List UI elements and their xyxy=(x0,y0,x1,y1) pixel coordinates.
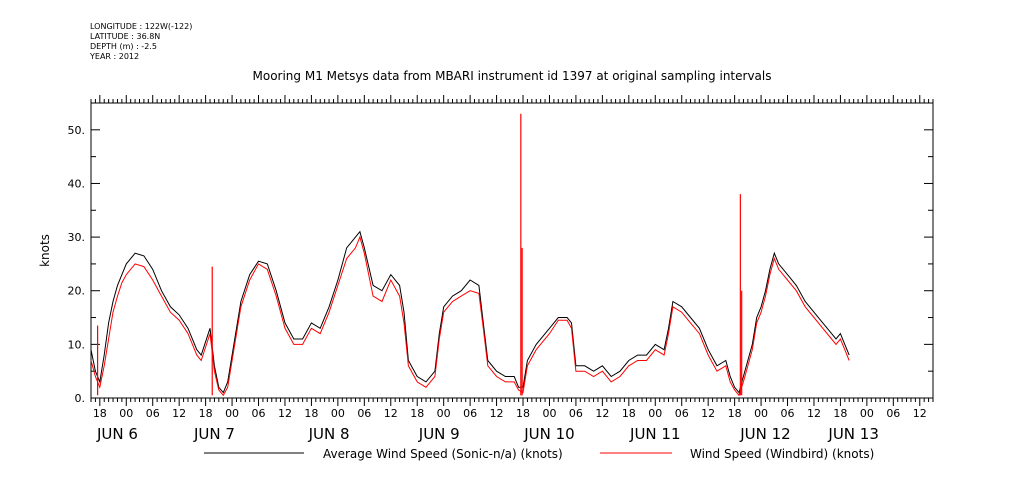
y-axis-ticks: 0. 10. 20. 30. 40. 50. xyxy=(68,102,933,405)
x-hour-label: 00 xyxy=(542,407,556,420)
x-day-label: JUN 10 xyxy=(523,425,574,443)
x-hour-label: 12 xyxy=(278,407,292,420)
x-hour-label: 18 xyxy=(833,407,847,420)
chart-title: Mooring M1 Metsys data from MBARI instru… xyxy=(253,69,772,83)
y-tick-label: 50. xyxy=(68,124,86,137)
x-hour-label: 12 xyxy=(384,407,398,420)
x-hour-label: 00 xyxy=(860,407,874,420)
series-line-windbird xyxy=(90,235,850,397)
x-hour-label: 06 xyxy=(146,407,160,420)
x-hour-label: 12 xyxy=(807,407,821,420)
x-hour-label: 18 xyxy=(410,407,424,420)
x-hour-label: 06 xyxy=(357,407,371,420)
series-line-sonic xyxy=(90,230,850,394)
depth-label: DEPTH (m) : -2.5 xyxy=(90,42,157,51)
x-axis-ticks: 18 00 06 12 18 00 06 12 18 00 06 12 18 00 06 12 18 00 06 12… xyxy=(90,95,934,443)
year-label: YEAR : 2012 xyxy=(90,52,140,61)
x-hour-label: 06 xyxy=(252,407,266,420)
legend: Average Wind Speed (Sonic-n/a) (knots) Wi… xyxy=(204,447,874,461)
legend-label-windbird: Wind Speed (Windbird) (knots) xyxy=(690,447,874,461)
data-series xyxy=(90,113,850,397)
x-hour-label: 06 xyxy=(886,407,900,420)
x-hour-label: 18 xyxy=(304,407,318,420)
y-tick-label: 40. xyxy=(68,177,86,190)
y-tick-label: 20. xyxy=(68,285,86,298)
x-day-label: JUN 12 xyxy=(739,425,790,443)
mooring-metadata: LONGITUDE : 122W(-122) LATITUDE : 36.8N … xyxy=(90,22,192,62)
legend-label-sonic: Average Wind Speed (Sonic-n/a) (knots) xyxy=(323,447,563,461)
x-hour-label: 18 xyxy=(199,407,213,420)
longitude-label: LONGITUDE : 122W(-122) xyxy=(90,22,193,31)
x-hour-label: 00 xyxy=(437,407,451,420)
x-hour-label: 18 xyxy=(516,407,530,420)
x-hour-label: 00 xyxy=(754,407,768,420)
x-hour-label: 06 xyxy=(569,407,583,420)
x-day-label: JUN 8 xyxy=(308,425,350,443)
x-day-label: JUN 7 xyxy=(193,425,235,443)
x-hour-label: 00 xyxy=(119,407,133,420)
x-hour-label: 12 xyxy=(701,407,715,420)
latitude-label: LATITUDE : 36.8N xyxy=(90,32,161,41)
x-hour-label: 06 xyxy=(781,407,795,420)
y-tick-label: 0. xyxy=(75,392,86,405)
x-hour-label: 12 xyxy=(595,407,609,420)
x-hour-label: 06 xyxy=(675,407,689,420)
y-tick-label: 30. xyxy=(68,231,86,244)
x-hour-label: 18 xyxy=(728,407,742,420)
x-day-label: JUN 13 xyxy=(827,425,878,443)
x-hour-label: 18 xyxy=(622,407,636,420)
plot-axes xyxy=(90,102,934,399)
x-hour-label: 06 xyxy=(463,407,477,420)
x-hour-label: 18 xyxy=(93,407,107,420)
x-hour-label: 12 xyxy=(172,407,186,420)
x-day-label: JUN 9 xyxy=(418,425,460,443)
x-day-label: JUN 11 xyxy=(629,425,680,443)
y-tick-label: 10. xyxy=(68,338,86,351)
x-hour-label: 12 xyxy=(490,407,504,420)
y-axis-label: knots xyxy=(38,234,52,267)
x-hour-label: 00 xyxy=(331,407,345,420)
x-hour-label: 12 xyxy=(913,407,927,420)
plot-frame xyxy=(90,102,934,399)
x-hour-label: 00 xyxy=(648,407,662,420)
x-day-label: JUN 6 xyxy=(96,425,138,443)
x-hour-label: 00 xyxy=(225,407,239,420)
